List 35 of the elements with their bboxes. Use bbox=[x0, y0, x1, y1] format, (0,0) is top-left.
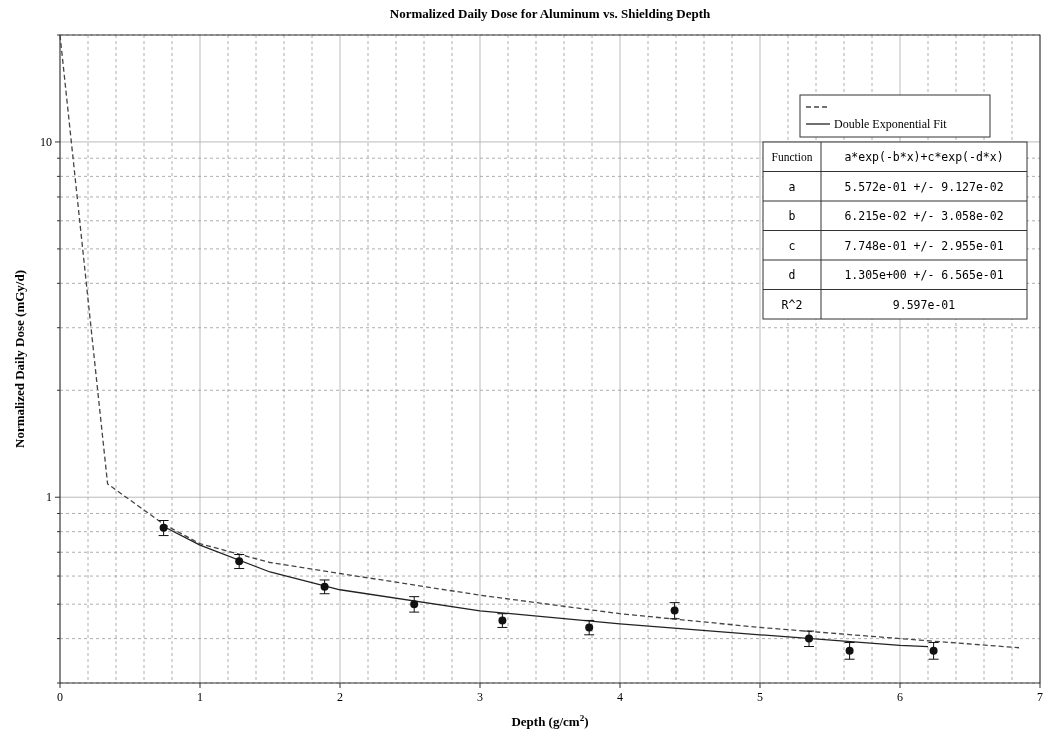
legend-label: Double Exponential Fit bbox=[834, 117, 948, 131]
point bbox=[670, 606, 679, 615]
x-axis-title: Depth (g/cm$^{2}$) bbox=[511, 713, 589, 729]
annotation: 5.572e-01 +/- 9.127e-02 bbox=[844, 179, 1004, 194]
point bbox=[805, 634, 813, 643]
x-tick-label: 4 bbox=[617, 690, 623, 704]
point bbox=[585, 623, 594, 632]
chart-title: Normalized Daily Dose for Aluminum vs. Shielding Depth bbox=[389, 6, 711, 21]
annotation: d bbox=[788, 268, 796, 282]
annotation: R^2 bbox=[781, 297, 803, 312]
point bbox=[929, 646, 938, 655]
x-tick-label: 1 bbox=[197, 690, 203, 704]
y-axis-title: Normalized Daily Dose (mGy/d) bbox=[12, 269, 27, 449]
point bbox=[410, 600, 419, 609]
x-tick-label: 5 bbox=[757, 690, 763, 704]
x-tick-label: 0 bbox=[57, 690, 63, 704]
x-tick-label: 3 bbox=[477, 690, 483, 704]
point bbox=[320, 582, 329, 591]
annotation: b bbox=[788, 209, 796, 223]
x-tick-label: 6 bbox=[897, 690, 903, 704]
line-series bbox=[59, 34, 1020, 649]
point bbox=[235, 557, 244, 566]
annotation: 9.597e-01 bbox=[892, 297, 956, 312]
annotation: 7.748e-01 +/- 2.955e-01 bbox=[844, 238, 1004, 253]
annotation: a bbox=[788, 179, 796, 194]
annotation: Function bbox=[771, 151, 813, 163]
annotation: 6.215e-02 +/- 3.058e-02 bbox=[844, 209, 1004, 223]
annotation: 1.305e+00 +/- 6.565e-01 bbox=[844, 268, 1004, 282]
annotation: c bbox=[788, 238, 796, 253]
x-tick-label: 7 bbox=[1037, 690, 1043, 704]
point bbox=[845, 646, 854, 655]
annotation: a*exp(-b*x)+c*exp(-d*x) bbox=[844, 150, 1004, 164]
y-tick-label: 10 bbox=[40, 134, 52, 149]
x-tick-label: 2 bbox=[337, 690, 343, 704]
point bbox=[159, 523, 168, 532]
